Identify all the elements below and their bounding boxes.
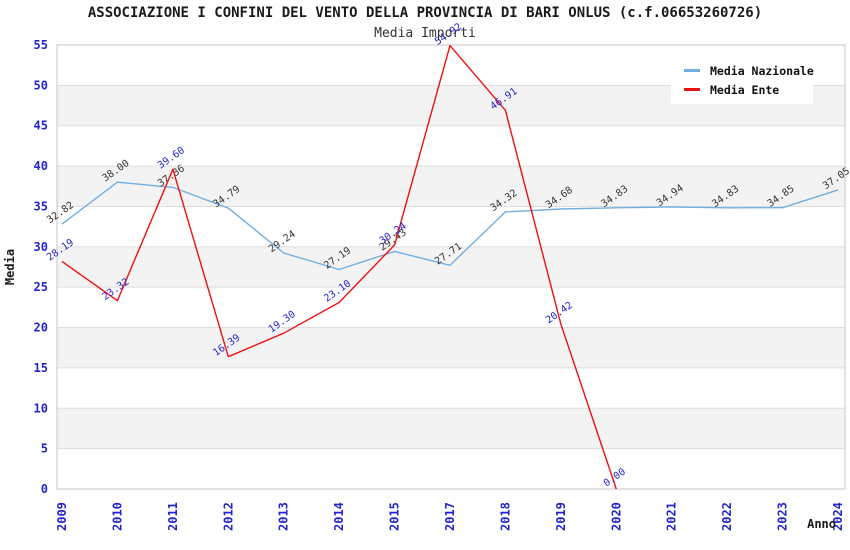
grid-band: [57, 327, 845, 368]
data-label: 54.92: [433, 21, 464, 47]
x-tick-label: 2023: [776, 502, 790, 531]
grid-band: [57, 408, 845, 449]
x-tick-label: 2014: [332, 502, 346, 531]
x-tick-label: 2009: [55, 502, 69, 531]
y-tick-label: 55: [34, 38, 48, 52]
y-tick-label: 20: [34, 321, 48, 335]
x-tick-label: 2019: [554, 502, 568, 531]
x-tick-label: 2022: [720, 502, 734, 531]
x-tick-label: 2010: [110, 502, 124, 531]
chart-title: ASSOCIAZIONE I CONFINI DEL VENTO DELLA P…: [87, 5, 763, 21]
y-tick-label: 0: [41, 482, 48, 496]
x-tick-label: 2020: [609, 502, 623, 531]
x-tick-label: 2011: [166, 502, 180, 531]
x-tick-label: 2015: [388, 502, 402, 531]
legend-label: Media Nazionale: [710, 63, 814, 78]
series-line-media-ente: [61, 44, 617, 490]
legend: Media Nazionale Media Ente: [671, 56, 814, 104]
y-tick-label: 50: [34, 78, 48, 92]
media-ente-line-swatch-icon: [684, 88, 700, 91]
series-line-media-nazionale: [61, 181, 839, 271]
y-tick-label: 10: [34, 401, 48, 415]
y-tick-label: 40: [34, 159, 48, 173]
x-tick-label: 2017: [443, 502, 457, 531]
y-tick-label: 15: [34, 361, 48, 375]
data-label: 20.42: [544, 300, 575, 326]
grid-band: [57, 246, 845, 288]
y-tick-label: 30: [34, 240, 48, 254]
y-tick-label: 5: [41, 442, 48, 456]
x-tick-label: 2024: [831, 502, 845, 531]
legend-item-media-ente: Media Ente: [684, 80, 805, 99]
x-axis-label: Anno: [807, 517, 836, 531]
legend-label: Media Ente: [710, 82, 780, 97]
x-tick-label: 2018: [498, 502, 512, 531]
x-tick-label: 2021: [665, 502, 679, 531]
chart-subtitle: Media Importi: [374, 26, 476, 41]
plot-border: [56, 44, 846, 490]
media-nazionale-line-swatch-icon: [684, 69, 700, 72]
x-tick-label: 2013: [277, 502, 291, 531]
y-axis-label: Media: [3, 249, 17, 285]
grid-band: [57, 166, 845, 207]
y-tick-label: 25: [34, 280, 48, 294]
legend-item-media-nazionale: Media Nazionale: [684, 61, 814, 80]
y-tick-label: 45: [34, 119, 48, 133]
y-tick-label: 35: [34, 199, 48, 213]
x-tick-label: 2012: [221, 502, 235, 531]
